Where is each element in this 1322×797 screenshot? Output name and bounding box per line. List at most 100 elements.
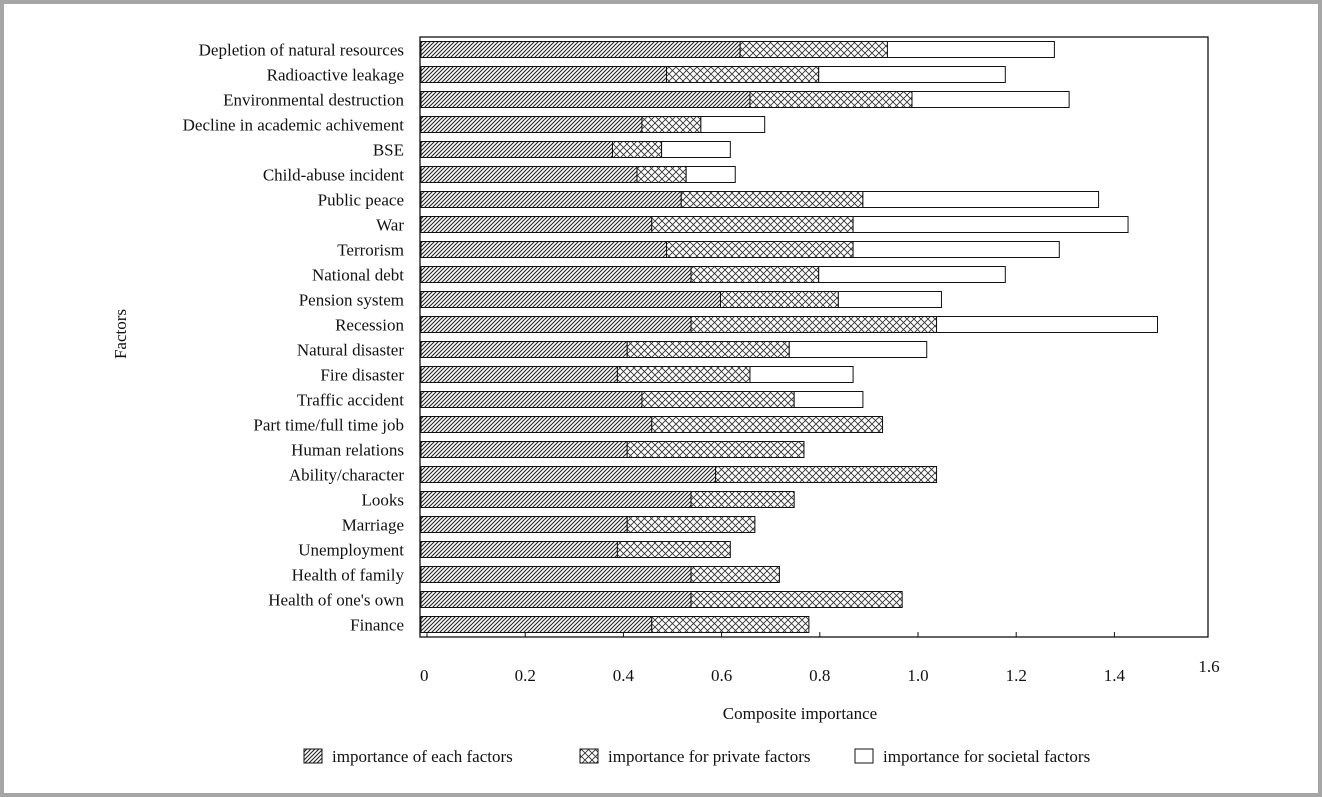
x-axis-title: Composite importance <box>723 704 877 723</box>
legend-swatch <box>854 748 874 764</box>
category-label: Environmental destruction <box>223 91 404 110</box>
bar-segment-1 <box>420 266 692 283</box>
category-label: National debt <box>312 266 404 285</box>
bar-segment-1 <box>420 66 667 83</box>
category-label: Terrorism <box>337 241 404 260</box>
bar-segment-3 <box>788 341 928 358</box>
bar-segment-2 <box>666 66 820 83</box>
bar-segment-2 <box>641 391 795 408</box>
bar-segment-1 <box>420 466 717 483</box>
category-label: Part time/full time job <box>253 416 404 435</box>
bar-segment-1 <box>420 616 653 633</box>
category-labels: Depletion of natural resources Radioactiv… <box>183 41 405 635</box>
category-label: Health of one's own <box>268 591 404 610</box>
category-label: BSE <box>373 141 404 160</box>
category-label: Recession <box>335 316 404 335</box>
x-tick-label: 0.4 <box>613 666 635 685</box>
bar-segment-1 <box>420 591 692 608</box>
stacked-bar-chart: Depletion of natural resources Radioactiv… <box>111 36 1220 766</box>
x-tick-label: 0.8 <box>809 666 830 685</box>
bar-segment-1 <box>420 216 653 233</box>
bar-segment-1 <box>420 541 618 558</box>
category-label: War <box>376 216 404 235</box>
category-label: Fire disaster <box>320 366 404 385</box>
bar-segment-1 <box>420 341 628 358</box>
x-tick-label: 0.2 <box>515 666 536 685</box>
bar-segment-2 <box>611 141 663 158</box>
category-label: Pension system <box>299 291 404 310</box>
bar-segment-3 <box>852 241 1060 258</box>
category-label: Radioactive leakage <box>267 66 404 85</box>
bar-segment-3 <box>661 141 731 158</box>
bar-segment-3 <box>837 291 942 308</box>
bar-segment-2 <box>626 516 756 533</box>
category-label: Traffic accident <box>297 391 404 410</box>
bar-segment-2 <box>636 166 687 183</box>
category-label: Health of family <box>292 566 405 585</box>
bar-segment-2 <box>641 116 702 133</box>
y-axis-title: Factors <box>111 309 130 359</box>
bar-segment-2 <box>739 41 888 58</box>
bar-segment-1 <box>420 41 741 58</box>
legend-swatch <box>579 748 599 764</box>
plot-area-border <box>419 36 1209 638</box>
bars <box>420 41 1158 633</box>
bar-segment-3 <box>818 66 1006 83</box>
category-label: Human relations <box>291 441 404 460</box>
category-label: Natural disaster <box>297 341 404 360</box>
x-tick-label: 0.6 <box>711 666 732 685</box>
bar-segment-1 <box>420 491 692 508</box>
bar-segment-2 <box>690 566 780 583</box>
category-label: Child-abuse incident <box>263 166 404 185</box>
x-tick-label: 1.4 <box>1104 666 1126 685</box>
bar-segment-1 <box>420 566 692 583</box>
legend-label: importance of each factors <box>332 747 513 766</box>
bar-segment-3 <box>749 366 854 383</box>
bar-segment-3 <box>936 316 1158 333</box>
category-label: Unemployment <box>298 541 404 560</box>
legend: importance of each factors importance for… <box>303 747 1090 766</box>
bar-segment-2 <box>651 416 884 433</box>
legend-label: importance for societal factors <box>883 747 1090 766</box>
bar-segment-3 <box>818 266 1006 283</box>
bar-segment-2 <box>651 616 810 633</box>
bar-segment-3 <box>862 191 1100 208</box>
bar-segment-3 <box>852 216 1129 233</box>
bar-segment-2 <box>666 241 854 258</box>
bar-segment-3 <box>886 41 1055 58</box>
bar-segment-1 <box>420 416 653 433</box>
bar-segment-2 <box>626 341 790 358</box>
x-tick-label: 1.0 <box>907 666 928 685</box>
bar-segment-1 <box>420 166 638 183</box>
bar-segment-1 <box>420 241 667 258</box>
bar-segment-2 <box>720 291 839 308</box>
x-tick-labels: 0 0.2 0.4 0.6 0.8 1.0 1.2 1.4 1.6 <box>420 657 1220 685</box>
bar-segment-1 <box>420 191 682 208</box>
bar-segment-2 <box>690 316 938 333</box>
x-tick-label: 0 <box>420 666 429 685</box>
legend-swatch <box>303 748 323 764</box>
bar-segment-1 <box>420 441 628 458</box>
bar-segment-2 <box>680 191 864 208</box>
category-label: Finance <box>350 616 404 635</box>
category-label: Public peace <box>318 191 404 210</box>
bar-segment-1 <box>420 516 628 533</box>
category-label: Ability/character <box>289 466 405 485</box>
bar-segment-1 <box>420 141 613 158</box>
bar-segment-2 <box>715 466 938 483</box>
bar-segment-3 <box>793 391 864 408</box>
bar-segment-2 <box>690 491 795 508</box>
bar-segment-3 <box>700 116 766 133</box>
bar-segment-3 <box>685 166 736 183</box>
bar-segment-1 <box>420 116 643 133</box>
bar-segment-1 <box>420 291 722 308</box>
category-label: Decline in academic achivement <box>183 116 405 135</box>
bar-segment-3 <box>911 91 1070 108</box>
x-tick-label: 1.6 <box>1198 657 1219 676</box>
bar-segment-2 <box>749 91 913 108</box>
category-label: Looks <box>362 491 405 510</box>
bar-segment-2 <box>616 366 751 383</box>
x-tick-label: 1.2 <box>1006 666 1027 685</box>
bar-segment-1 <box>420 91 751 108</box>
